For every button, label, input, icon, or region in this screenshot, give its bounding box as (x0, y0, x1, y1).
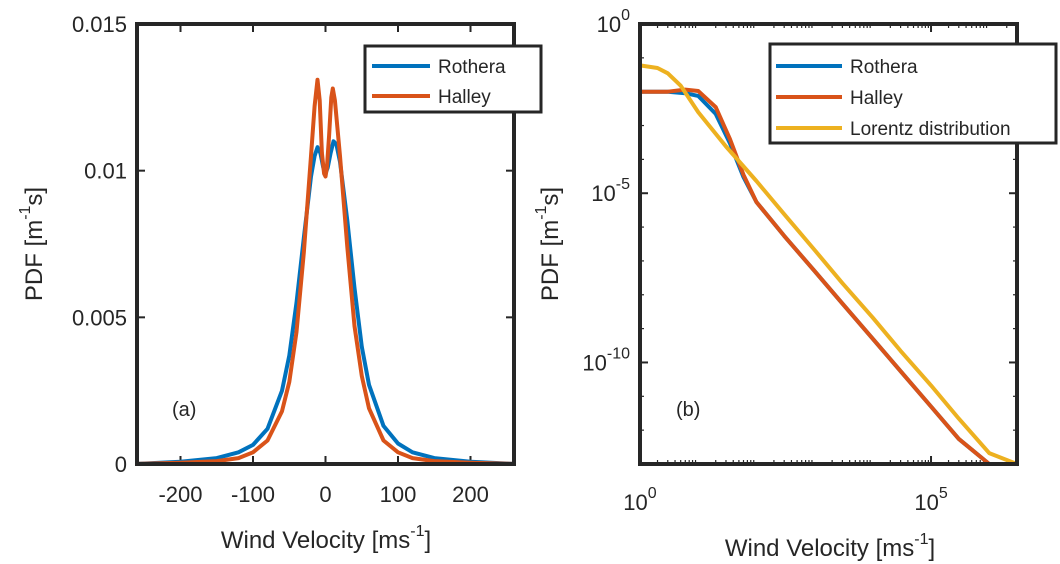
x-tick-label: 100 (380, 482, 417, 507)
panel-b: 100 105 10-10 10-5 100 (b) Wind Velocity [ms… (533, 7, 1058, 562)
panel-a-series (135, 77, 516, 466)
legend-b-label-halley: Halley (850, 88, 903, 109)
x-tick-label: 0 (319, 482, 331, 507)
y-tick-label: 0 (115, 452, 127, 477)
panel-a-ticks: -200 -100 0 100 200 0 0.005 0.01 0.015 (72, 12, 514, 507)
y-tick-label: 0.015 (72, 12, 127, 37)
panel-b-annotation: (b) (676, 399, 700, 421)
legend-a-label-halley: Halley (438, 87, 491, 108)
panel-b-series (638, 63, 1019, 466)
x-tick-label: -100 (231, 482, 275, 507)
y-tick-label: 0.005 (72, 305, 127, 330)
y-tick-label: 10-5 (591, 176, 630, 206)
panel-b-ylabel: PDF [m-1s] (533, 187, 564, 301)
panel-a-annotation: (a) (172, 399, 196, 421)
y-tick-label: 10-10 (582, 345, 630, 375)
series-line-lorentz-distribution (638, 63, 1019, 466)
y-tick-label: 0.01 (84, 159, 127, 184)
x-tick-label: 100 (623, 485, 656, 515)
panel-a-xlabel: Wind Velocity [ms-1] (221, 523, 431, 554)
legend-a-label-rothera: Rothera (438, 57, 506, 78)
legend-b-label-lorentz: Lorentz distribution (850, 119, 1011, 140)
y-tick-label: 100 (597, 7, 630, 37)
panel-b-xlabel: Wind Velocity [ms-1] (725, 531, 935, 562)
panel-a-legend-box (363, 44, 543, 114)
panel-a-ylabel: PDF [m-1s] (17, 187, 48, 301)
panel-b-axes-frame (638, 22, 1019, 466)
panel-a: -200 -100 0 100 200 0 0.005 0.01 0.015 (a) Wind … (17, 12, 543, 554)
panel-b-legend: Rothera Halley Lorentz distribution (768, 42, 1058, 145)
panel-a-axes-frame (135, 22, 516, 466)
x-tick-label: -200 (158, 482, 202, 507)
x-tick-label: 105 (914, 485, 947, 515)
series-line-halley (638, 87, 1019, 466)
panel-a-legend: Rothera Halley (363, 44, 543, 114)
legend-b-label-rothera: Rothera (850, 57, 918, 78)
series-line-halley (135, 77, 516, 466)
x-tick-label: 200 (452, 482, 489, 507)
